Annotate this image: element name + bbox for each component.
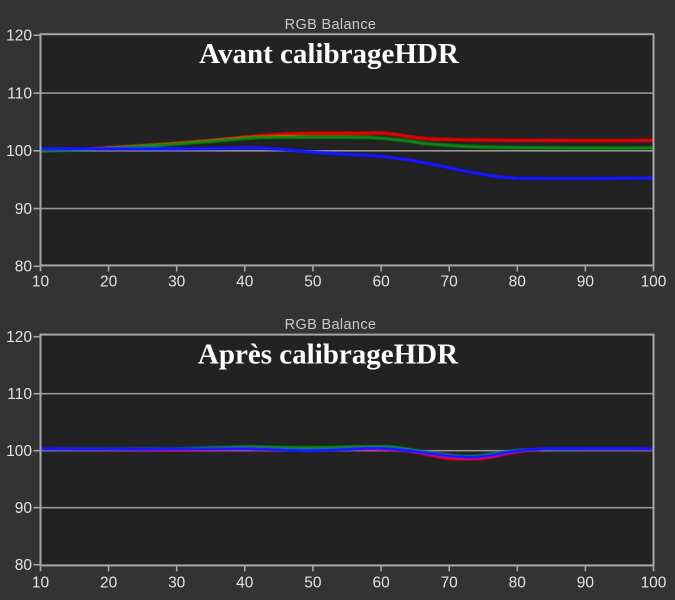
svg-text:10: 10 <box>32 274 50 291</box>
svg-text:120: 120 <box>6 28 32 45</box>
svg-text:90: 90 <box>15 500 33 517</box>
svg-text:80: 80 <box>15 259 33 276</box>
svg-text:40: 40 <box>236 575 254 592</box>
svg-text:20: 20 <box>100 575 118 592</box>
svg-text:100: 100 <box>6 443 32 460</box>
svg-text:80: 80 <box>15 557 33 574</box>
svg-text:100: 100 <box>641 274 667 291</box>
svg-text:30: 30 <box>168 575 186 592</box>
svg-text:80: 80 <box>509 274 527 291</box>
svg-text:120: 120 <box>6 329 32 346</box>
svg-text:100: 100 <box>6 143 32 160</box>
svg-text:110: 110 <box>7 85 32 102</box>
svg-text:RGB Balance: RGB Balance <box>285 317 377 333</box>
svg-text:90: 90 <box>577 274 595 291</box>
svg-text:50: 50 <box>304 575 322 592</box>
svg-text:60: 60 <box>372 274 390 291</box>
svg-text:90: 90 <box>577 575 595 592</box>
svg-text:60: 60 <box>372 575 390 592</box>
svg-text:20: 20 <box>100 274 118 291</box>
svg-text:RGB Balance: RGB Balance <box>285 17 377 33</box>
svg-text:Après calibrageHDR: Après calibrageHDR <box>198 339 459 371</box>
svg-text:80: 80 <box>509 575 527 592</box>
svg-text:10: 10 <box>32 575 50 592</box>
svg-text:90: 90 <box>15 201 33 218</box>
svg-text:40: 40 <box>236 274 254 291</box>
svg-text:70: 70 <box>441 575 459 592</box>
svg-text:Avant calibrageHDR: Avant calibrageHDR <box>199 38 460 70</box>
svg-text:110: 110 <box>7 386 32 403</box>
svg-text:100: 100 <box>641 575 667 592</box>
svg-text:50: 50 <box>304 274 322 291</box>
svg-text:70: 70 <box>441 274 459 291</box>
svg-text:30: 30 <box>168 274 186 291</box>
